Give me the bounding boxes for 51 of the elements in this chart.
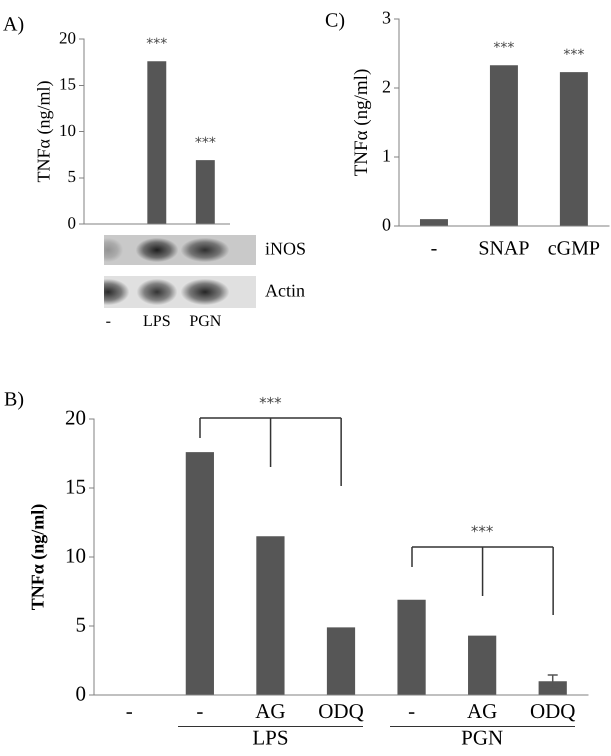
bar: [560, 72, 588, 226]
x-tick-label: ODQ: [530, 699, 576, 724]
x-tick-label: LPS: [143, 312, 171, 330]
annotation: ***: [563, 46, 584, 63]
text: PGN: [461, 726, 504, 750]
x-tick-label: AG: [466, 699, 498, 724]
y-axis-title: TNFα (ng/ml): [350, 68, 372, 176]
chart-title: C): [325, 9, 345, 32]
y-tick-label: 3: [382, 8, 391, 28]
x-tick-label: SNAP: [478, 237, 530, 260]
annotation: ***: [493, 40, 514, 56]
bar: [186, 452, 214, 694]
annotation: ***: [470, 522, 494, 541]
x-tick-label: -: [408, 699, 416, 724]
y-tick-label: 15: [59, 74, 76, 94]
chart-title: B): [4, 388, 24, 410]
y-tick-label: 5: [76, 612, 86, 637]
y-tick-label: 15: [65, 474, 86, 499]
bar: [326, 627, 356, 694]
annotation: ***: [194, 134, 216, 151]
bar: [490, 65, 518, 226]
y-axis-title: TNFα (ng/ml): [28, 504, 48, 610]
x-tick-label: PGN: [189, 312, 222, 330]
y-tick-label: 2: [382, 76, 391, 97]
x-tick-label: -: [196, 699, 204, 724]
chart-title: A): [3, 13, 24, 36]
y-tick-label: 10: [59, 120, 76, 140]
x-tick-label: AG: [255, 699, 286, 724]
text: ***: [259, 394, 282, 412]
y-tick-label: 1: [382, 146, 391, 166]
bar: [256, 536, 285, 694]
bar: [397, 600, 426, 694]
y-tick-label: 0: [68, 213, 76, 232]
bar: [468, 636, 496, 694]
text: LPS: [252, 726, 289, 750]
y-axis-title: TNFα (ng/ml): [34, 80, 54, 182]
x-tick-label: -: [430, 237, 438, 260]
bar: [420, 219, 448, 226]
text: iNOS: [265, 238, 306, 259]
text: Actin: [265, 280, 305, 301]
annotation: ***: [146, 36, 168, 52]
x-tick-label: ODQ: [318, 699, 364, 724]
y-tick-label: 20: [59, 28, 76, 48]
y-tick-label: 10: [65, 544, 86, 568]
y-tick-label: 0: [76, 682, 86, 706]
x-tick-label: cGMP: [548, 237, 600, 260]
y-tick-label: 20: [65, 406, 86, 430]
x-tick-label: -: [106, 312, 111, 330]
y-tick-label: 0: [382, 214, 391, 235]
y-tick-label: 5: [68, 167, 76, 186]
x-tick-label: -: [126, 699, 133, 724]
